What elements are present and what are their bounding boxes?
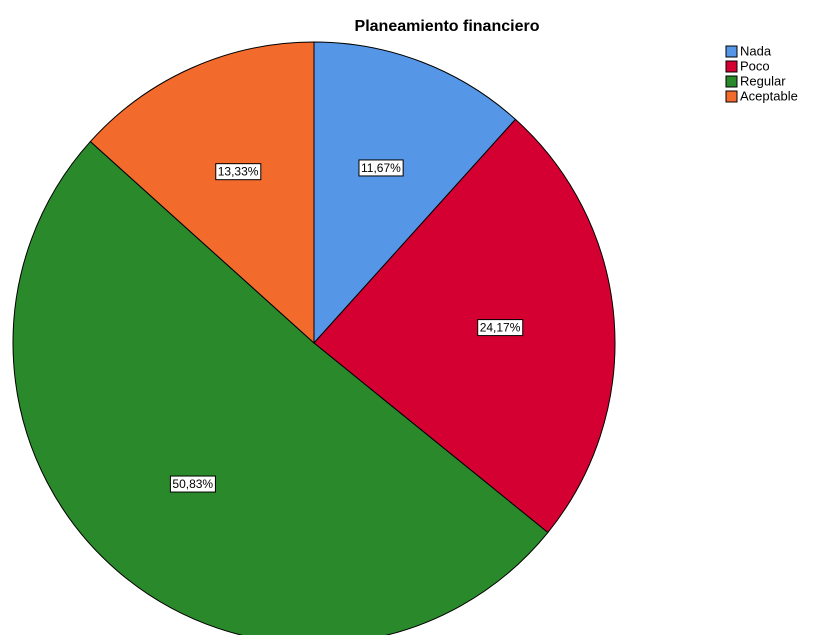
chart-title: Planeamiento financiero xyxy=(355,18,540,35)
legend-swatch xyxy=(725,90,738,103)
data-label-box xyxy=(358,159,404,177)
pie-slice xyxy=(12,140,549,635)
legend-label: Aceptable xyxy=(740,88,798,103)
legend-label: Poco xyxy=(740,58,770,73)
legend-label: Nada xyxy=(740,43,772,58)
legend-label: Regular xyxy=(740,73,786,88)
pie-slice xyxy=(313,41,517,345)
pie-slice xyxy=(313,118,616,534)
data-label-text: 24,17% xyxy=(480,321,521,335)
data-label: 13,33% xyxy=(215,163,262,181)
data-label-box xyxy=(477,319,524,337)
legend-swatch xyxy=(725,45,738,58)
data-label-text: 50,83% xyxy=(172,477,213,491)
data-label-text: 11,67% xyxy=(361,161,401,175)
data-label: 50,83% xyxy=(169,475,216,493)
data-label: 11,67% xyxy=(358,159,404,177)
legend-swatch xyxy=(725,75,738,88)
pie-slice xyxy=(89,41,315,345)
data-label-box xyxy=(169,475,216,493)
data-label: 24,17% xyxy=(477,319,524,337)
data-label-box xyxy=(215,163,262,181)
data-label-text: 13,33% xyxy=(218,165,259,179)
legend-swatch xyxy=(725,60,738,73)
